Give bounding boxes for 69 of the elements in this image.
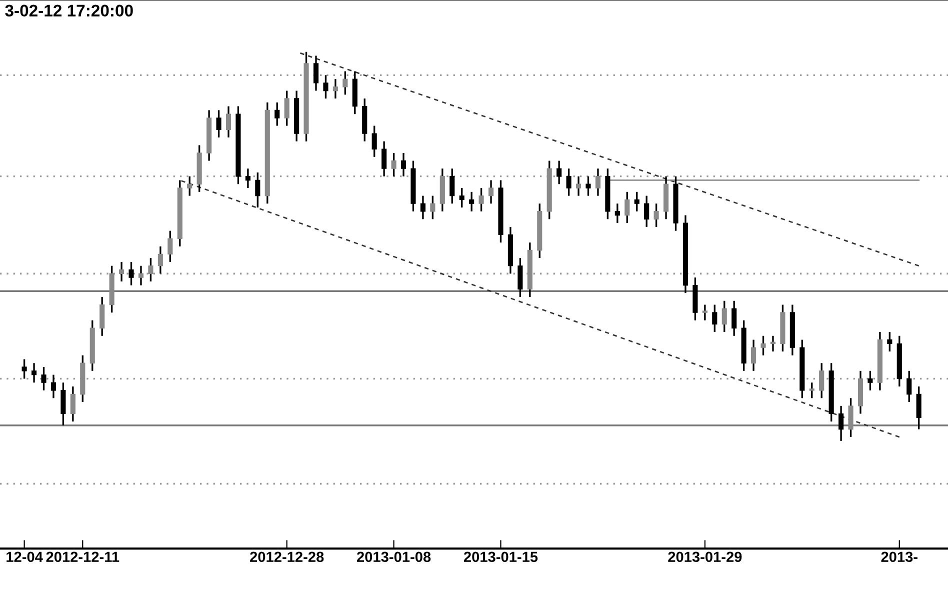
candlestick bbox=[848, 397, 854, 438]
candlestick bbox=[158, 246, 163, 274]
candlestick bbox=[119, 261, 124, 282]
candlestick bbox=[488, 179, 494, 204]
candlestick bbox=[809, 382, 814, 399]
candlestick bbox=[450, 168, 455, 204]
candlestick bbox=[712, 304, 718, 333]
x-tick-label: 2012-12-11 bbox=[46, 552, 120, 562]
candlestick bbox=[595, 168, 601, 197]
candlestick bbox=[50, 374, 56, 399]
candlestick bbox=[634, 191, 640, 212]
candlestick bbox=[148, 257, 154, 282]
candlestick bbox=[624, 191, 630, 224]
candlestick bbox=[216, 109, 222, 138]
candlestick bbox=[586, 176, 591, 197]
candlestick bbox=[770, 335, 776, 352]
candlestick bbox=[313, 54, 319, 92]
candlestick bbox=[459, 187, 464, 208]
x-tick-label: 2012-12-28 bbox=[250, 552, 324, 562]
candlestick bbox=[722, 300, 727, 333]
candlestick bbox=[420, 194, 426, 220]
candlestick bbox=[255, 172, 260, 208]
x-tick-label: 2013- bbox=[881, 552, 918, 562]
candlestick bbox=[868, 370, 873, 392]
x-tick-label: 2013-01-08 bbox=[356, 552, 431, 562]
candlestick bbox=[31, 362, 37, 384]
candlestick bbox=[168, 230, 173, 263]
candlestick bbox=[342, 70, 348, 96]
candlestick bbox=[41, 366, 46, 392]
candlestick bbox=[576, 176, 582, 197]
candlestick bbox=[760, 335, 766, 356]
candlestick bbox=[187, 176, 192, 197]
candlestick bbox=[128, 261, 134, 286]
candlestick bbox=[702, 304, 708, 322]
candlestick bbox=[887, 331, 892, 352]
candlestick bbox=[644, 194, 650, 228]
candlestick bbox=[819, 362, 824, 399]
candlestick bbox=[614, 202, 620, 224]
candlestick bbox=[518, 257, 523, 298]
candlestick bbox=[226, 105, 232, 138]
candlestick bbox=[732, 300, 737, 337]
candlestick bbox=[906, 370, 912, 403]
candlestick bbox=[478, 187, 484, 212]
candlestick bbox=[70, 386, 76, 422]
candlestick bbox=[372, 124, 377, 158]
x-tick-label: 2013-01-15 bbox=[464, 552, 538, 562]
candlestick bbox=[60, 382, 66, 426]
candlestick bbox=[566, 168, 572, 197]
candlestick bbox=[400, 152, 406, 178]
candlestick bbox=[430, 194, 436, 220]
x-tick-label: 2013-01-29 bbox=[668, 552, 742, 562]
candlestick bbox=[284, 90, 290, 127]
candlestick bbox=[323, 74, 328, 100]
candlestick bbox=[391, 152, 396, 178]
candlestick bbox=[382, 140, 387, 178]
chart-title: 3-02-12 17:20:00 bbox=[5, 4, 133, 17]
candlestick bbox=[916, 386, 922, 430]
candlestick bbox=[332, 78, 338, 100]
candlestick bbox=[838, 405, 844, 442]
candlestick bbox=[22, 358, 27, 380]
candlestick bbox=[245, 168, 250, 189]
candlestick bbox=[138, 265, 144, 286]
candlestick bbox=[751, 338, 756, 372]
candlestick bbox=[100, 296, 105, 337]
x-tick-label: 12-04 bbox=[6, 552, 43, 562]
candlestick bbox=[469, 191, 474, 212]
candlestick bbox=[654, 202, 659, 228]
candlestick bbox=[274, 102, 280, 127]
candlestick bbox=[556, 160, 562, 185]
